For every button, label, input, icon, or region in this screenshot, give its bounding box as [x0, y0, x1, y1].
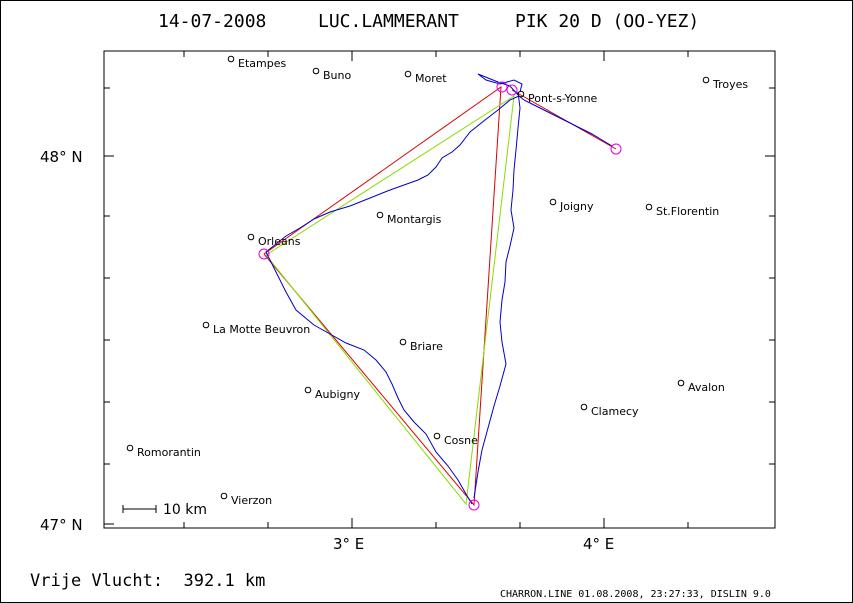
city-marker — [580, 403, 588, 411]
city-label: Etampes — [238, 57, 286, 70]
lat-label-47: 47° N — [40, 516, 83, 534]
city-marker — [376, 211, 384, 219]
city-label: Vierzon — [231, 494, 272, 507]
city-marker — [404, 70, 412, 78]
plot-area — [103, 50, 776, 529]
scale-bar-label: 10 km — [163, 502, 207, 518]
city-label: Avalon — [688, 381, 725, 394]
city-marker — [645, 203, 653, 211]
turnpoints — [258, 81, 622, 511]
city-marker — [433, 432, 441, 440]
city-label: St.Florentin — [656, 205, 719, 218]
lat-label-48: 48° N — [40, 148, 83, 166]
scale-bar — [122, 505, 157, 513]
city-marker — [312, 67, 320, 75]
red-task-line — [263, 85, 502, 507]
city-marker — [399, 338, 407, 346]
city-label: La Motte Beuvron — [213, 323, 310, 336]
turnpoint-cosne — [468, 499, 480, 511]
city-label: Romorantin — [137, 446, 201, 459]
city-marker — [202, 321, 210, 329]
credits-label: CHARRON.LINE 01.08.2008, 23:27:33, DISLI… — [500, 589, 771, 600]
city-label: Montargis — [387, 213, 442, 226]
city-markers: Etampes Buno Moret Pont-s-Yonne Troyes Montar… — [126, 55, 748, 507]
turnpoint-start — [496, 81, 508, 93]
glider-name: PIK 20 D (OO-YEZ) — [515, 11, 699, 32]
city-label: Orleans — [258, 235, 301, 248]
city-label: Troyes — [712, 78, 748, 91]
track-path — [265, 73, 613, 505]
lon-label-4: 4° E — [583, 535, 614, 553]
distance-label: Vrije Vlucht: 392.1 km — [30, 571, 265, 591]
lon-label-3: 3° E — [333, 535, 364, 553]
city-label: Buno — [323, 69, 351, 82]
city-marker — [517, 90, 525, 98]
city-marker — [247, 233, 255, 241]
city-label: Aubigny — [315, 388, 360, 401]
task-lines — [263, 85, 617, 507]
city-marker — [126, 444, 134, 452]
flight-date: 14-07-2008 — [158, 11, 266, 32]
city-label: Pont-s-Yonne — [528, 92, 598, 105]
city-marker — [220, 492, 228, 500]
city-label: Briare — [410, 340, 443, 353]
city-label: Joigny — [559, 200, 594, 213]
city-marker — [304, 386, 312, 394]
city-marker — [549, 198, 557, 206]
city-label: Moret — [415, 72, 447, 85]
turnpoint-east — [610, 143, 622, 155]
turnpoint-orleans — [258, 248, 270, 260]
city-label: Clamecy — [591, 405, 639, 418]
city-marker — [227, 55, 235, 63]
city-marker — [677, 379, 685, 387]
flight-track — [265, 73, 613, 505]
axis-ticks — [104, 51, 775, 528]
city-marker — [702, 76, 710, 84]
green-task-line — [265, 95, 515, 506]
pilot-name: LUC.LAMMERANT — [318, 11, 459, 32]
city-label: Cosne — [444, 434, 478, 447]
turnpoint-pont — [506, 84, 518, 96]
